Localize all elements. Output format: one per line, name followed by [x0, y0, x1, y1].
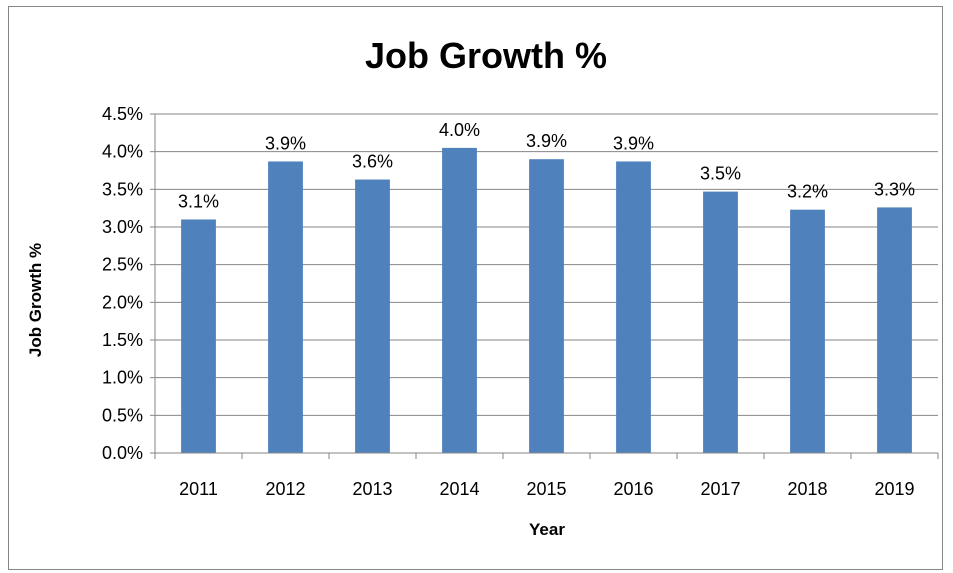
y-axis-title: Job Growth %	[26, 243, 45, 357]
bar-2011	[181, 219, 216, 453]
y-tick-label: 3.5%	[102, 179, 143, 199]
x-tick-label: 2011	[179, 479, 218, 499]
bar-2013	[355, 179, 390, 454]
x-tick-label: 2014	[439, 479, 479, 499]
data-label: 3.1%	[178, 191, 219, 211]
x-tick-label: 2016	[613, 479, 653, 499]
x-tick-label: 2013	[352, 479, 392, 499]
chart-title: Job Growth %	[365, 35, 607, 76]
y-tick-label: 0.5%	[102, 405, 143, 425]
y-tick-label: 2.5%	[102, 255, 143, 275]
data-label: 3.9%	[265, 133, 306, 153]
data-label: 3.6%	[352, 152, 393, 172]
data-label: 3.3%	[874, 179, 915, 199]
bar-2012	[268, 161, 303, 453]
x-tick-label: 2019	[874, 479, 914, 499]
data-label: 3.2%	[787, 182, 828, 202]
data-label: 4.0%	[439, 120, 480, 140]
x-tick-label: 2018	[787, 479, 827, 499]
y-tick-label: 1.0%	[102, 368, 143, 388]
x-axis-title: Year	[529, 520, 565, 539]
bar-2016	[616, 161, 651, 453]
bar-2014	[442, 147, 477, 453]
x-tick-label: 2017	[700, 479, 740, 499]
bar-2015	[529, 159, 564, 453]
data-label: 3.5%	[700, 164, 741, 184]
y-tick-label: 2.0%	[102, 292, 143, 312]
y-tick-label: 4.0%	[102, 142, 143, 162]
bar-2017	[703, 191, 738, 454]
y-tick-label: 0.0%	[102, 443, 143, 463]
data-label: 3.9%	[526, 131, 567, 151]
x-tick-label: 2015	[526, 479, 566, 499]
y-tick-label: 4.5%	[102, 104, 143, 124]
y-tick-label: 3.0%	[102, 217, 143, 237]
y-tick-label: 1.5%	[102, 330, 143, 350]
bar-2019	[877, 207, 912, 453]
data-label: 3.9%	[613, 133, 654, 153]
x-tick-label: 2012	[265, 479, 305, 499]
bar-2018	[790, 209, 825, 453]
